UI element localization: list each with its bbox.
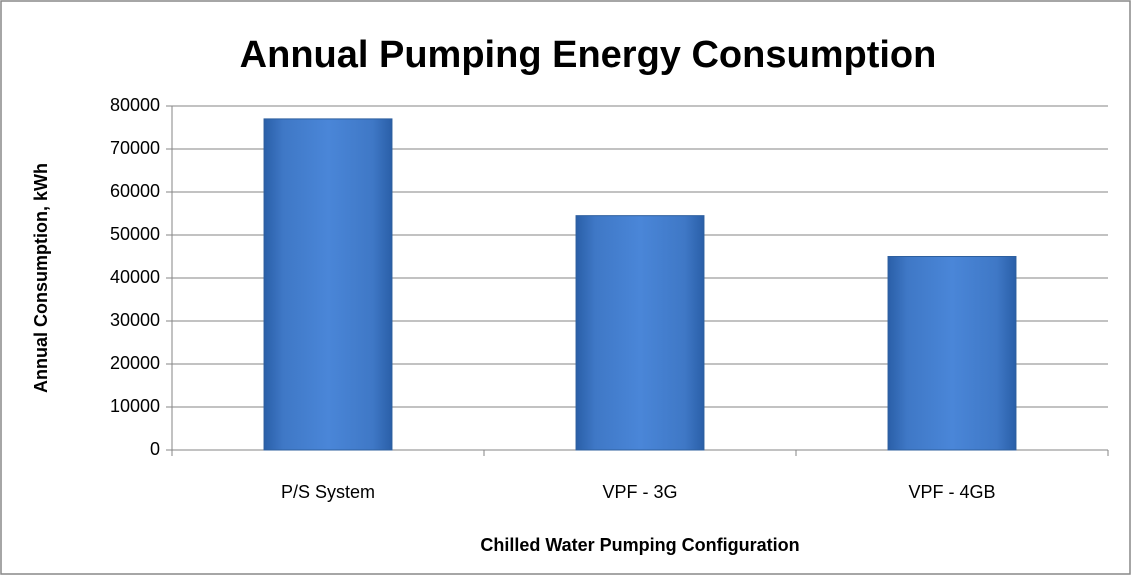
bar: [575, 215, 705, 451]
x-tick-label: P/S System: [281, 482, 375, 502]
y-tick-label: 70000: [110, 138, 160, 158]
y-axis-label: Annual Consumption, kWh: [31, 163, 51, 393]
y-tick-label: 50000: [110, 224, 160, 244]
y-tick-label: 80000: [110, 95, 160, 115]
y-tick-label: 30000: [110, 310, 160, 330]
y-tick-label: 60000: [110, 181, 160, 201]
y-tick-label: 0: [150, 439, 160, 459]
bar: [263, 118, 393, 451]
y-tick-label: 20000: [110, 353, 160, 373]
x-axis-label: Chilled Water Pumping Configuration: [480, 535, 799, 555]
chart-title: Annual Pumping Energy Consumption: [240, 34, 937, 76]
y-tick-label: 40000: [110, 267, 160, 287]
bar: [887, 256, 1017, 451]
x-tick-label: VPF - 3G: [602, 482, 677, 502]
x-tick-label: VPF - 4GB: [908, 482, 995, 502]
y-tick-label: 10000: [110, 396, 160, 416]
